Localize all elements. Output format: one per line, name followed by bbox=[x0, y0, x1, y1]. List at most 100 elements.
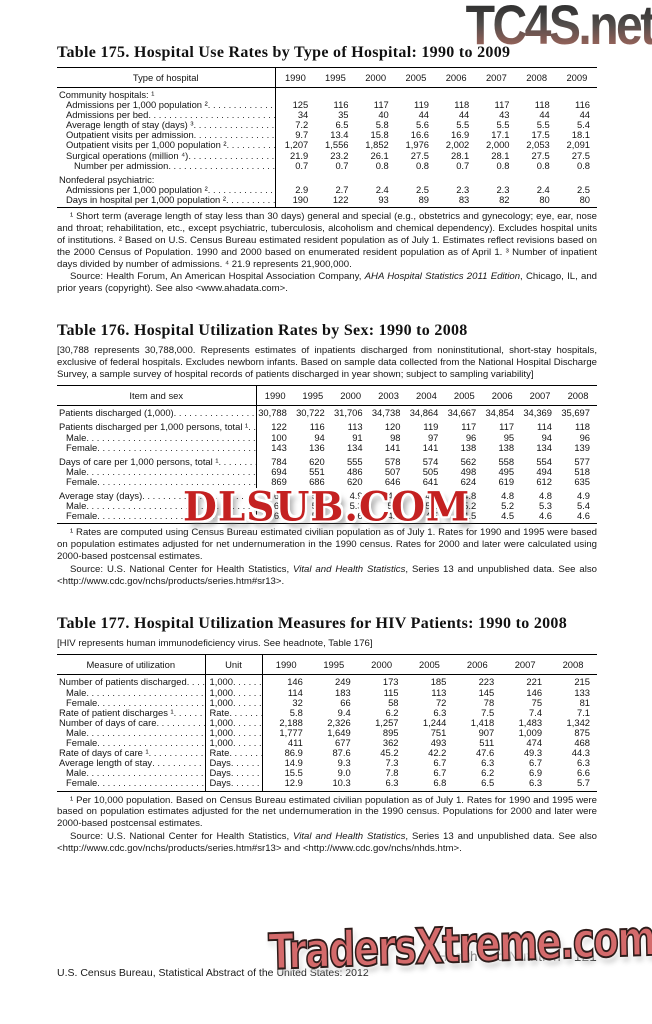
column-header: 2000 bbox=[340, 390, 362, 402]
row-label: Nonfederal psychiatric: bbox=[59, 174, 155, 185]
value-cell: 28.1 bbox=[451, 149, 470, 161]
value-cell: 555 bbox=[346, 455, 363, 467]
label-wrap: Female bbox=[57, 738, 205, 748]
value-cell: 14.9 bbox=[284, 757, 303, 769]
value-cell: 6.2 bbox=[481, 767, 495, 779]
value-cell: 5.2 bbox=[463, 500, 477, 512]
row-label-cell: Admissions per bed bbox=[57, 110, 276, 121]
value-cell: 114 bbox=[537, 421, 552, 433]
row-label: Community hospitals: ¹ bbox=[59, 90, 155, 100]
value-cell: 486 bbox=[346, 465, 363, 477]
dot-leader bbox=[229, 708, 261, 718]
value-cell: 2.4 bbox=[536, 183, 550, 195]
table-row: Surgical operations (million ⁴) 21.9 23.2 2… bbox=[57, 149, 597, 161]
value-cell: 5.3 bbox=[538, 500, 552, 512]
unit-label: 1,000 bbox=[209, 687, 233, 698]
value-cell: 49.3 bbox=[523, 747, 543, 759]
value-cell: 47.6 bbox=[475, 747, 495, 759]
value-cell: 81 bbox=[579, 696, 590, 708]
row-label: Male bbox=[66, 432, 87, 443]
value-cell: 44 bbox=[458, 109, 470, 121]
value-cell: 620 bbox=[309, 455, 325, 467]
dot-leader bbox=[97, 738, 204, 748]
value-cell: 1,207 bbox=[284, 139, 309, 151]
value-cell: 0.8 bbox=[576, 159, 590, 171]
row-label-cell: Number per admission bbox=[57, 160, 276, 171]
value-cell: 183 bbox=[335, 686, 351, 698]
value-cell: 7.8 bbox=[385, 767, 399, 779]
value-cell: 66 bbox=[340, 696, 351, 708]
label-wrap: Days of care per 1,000 persons, total ¹ bbox=[57, 457, 256, 467]
value-cell: 6.9 bbox=[273, 500, 287, 512]
value-cell: 114 bbox=[287, 686, 303, 698]
table-row: Days of care per 1,000 persons, total ¹ 7… bbox=[57, 452, 597, 467]
label-wrap: Male bbox=[57, 501, 256, 511]
value-cell: 2.4 bbox=[375, 183, 389, 195]
value-cell: 45.2 bbox=[380, 747, 399, 759]
value-cell: 574 bbox=[422, 455, 439, 467]
value-cell: 9.4 bbox=[337, 706, 351, 718]
row-label-cell: Male bbox=[57, 432, 257, 443]
running-head: Health and Nutrition 121 bbox=[438, 949, 597, 964]
unit-label: 1,000 bbox=[209, 677, 233, 688]
value-cell: 119 bbox=[414, 99, 429, 111]
table-section: Table 176. Hospital Utilization Rates by… bbox=[57, 322, 597, 588]
row-label-cell: Average length of stay bbox=[57, 758, 206, 769]
value-cell: 2.3 bbox=[456, 183, 470, 195]
row-label: Average length of stay (days) ³ bbox=[66, 120, 194, 131]
unit-label: Rate bbox=[209, 707, 230, 718]
label-wrap: Female bbox=[57, 477, 256, 487]
value-cell: 7.2 bbox=[295, 119, 309, 131]
value-cell: 5.5 bbox=[536, 119, 550, 131]
unit-wrap: 1,000 bbox=[206, 738, 262, 748]
value-cell: 5.8 bbox=[375, 119, 389, 131]
column-header: 1995 bbox=[323, 659, 345, 671]
tables-container: Table 175. Hospital Use Rates by Type of… bbox=[57, 44, 597, 855]
value-cell: 113 bbox=[431, 686, 447, 698]
row-label: Rate of days of care ¹ bbox=[59, 748, 149, 759]
column-header: 2006 bbox=[445, 72, 467, 83]
header-row: Item and sex 1990 1995 2000 2003 2004 2005 2006… bbox=[57, 385, 597, 406]
value-cell: 134 bbox=[536, 441, 552, 453]
value-cell: 0.7 bbox=[335, 159, 349, 171]
value-cell: 1,257 bbox=[375, 716, 399, 728]
value-cell: 5.4 bbox=[576, 119, 590, 131]
column-header: 2005 bbox=[453, 390, 475, 402]
row-label: Admissions per bed bbox=[66, 110, 149, 121]
table-row: Male 100 94 91 98 97 96 95 94 96 bbox=[57, 431, 597, 443]
row-label: Outpatient visits per admission bbox=[66, 130, 194, 141]
value-cell: 498 bbox=[460, 465, 477, 477]
unit-label: 1,000 bbox=[209, 738, 233, 749]
value-cell: 34 bbox=[297, 109, 309, 121]
table-row: Patients discharged (1,000) 30,788 30,722 3… bbox=[57, 405, 597, 419]
unit-wrap: 1,000 bbox=[206, 698, 262, 708]
dot-leader bbox=[168, 161, 274, 171]
unit-label: 1,000 bbox=[209, 727, 233, 738]
value-cell: 115 bbox=[383, 686, 399, 698]
column-header: 1995 bbox=[302, 390, 324, 402]
value-cell: 6.5 bbox=[481, 777, 495, 789]
label-wrap: Male bbox=[57, 768, 205, 778]
unit-label: 1,000 bbox=[209, 717, 233, 728]
table-row: Male 6.9 5.8 5.3 5.2 5.2 5.2 5.2 5.3 5.4 bbox=[57, 500, 597, 512]
value-cell: 91 bbox=[352, 431, 363, 443]
value-cell: 1,852 bbox=[365, 139, 389, 151]
label-wrap: Community hospitals: ¹ bbox=[57, 90, 275, 100]
value-cell: 97 bbox=[427, 431, 439, 443]
value-cell: 34,667 bbox=[447, 407, 477, 419]
row-label: Male bbox=[66, 727, 87, 738]
table-row: Average stay (days) 6.4 5.4 4.9 4.8 4.8 4.8 4.8… bbox=[57, 487, 597, 502]
table-row: Number per admission 0.7 0.7 0.8 0.8 0.7 0.8 0.… bbox=[57, 159, 597, 171]
row-label-cell: Number of days of care bbox=[57, 717, 206, 728]
value-cell: 4.5 bbox=[501, 510, 515, 522]
value-cell: 4.6 bbox=[387, 510, 401, 522]
row-label: Average stay (days) bbox=[59, 491, 143, 502]
column-header: 2005 bbox=[419, 659, 440, 671]
table-footnote: ¹ Rates are computed using Census Bureau… bbox=[57, 527, 597, 563]
column-header: 2008 bbox=[526, 72, 548, 83]
dot-leader bbox=[86, 688, 204, 698]
unit-cell: 1,000 bbox=[205, 717, 263, 728]
row-label-cell: Average length of stay (days) ³ bbox=[57, 120, 276, 131]
row-label: Patients discharged (1,000) bbox=[59, 408, 174, 419]
row-label-cell: Nonfederal psychiatric: bbox=[57, 170, 276, 185]
